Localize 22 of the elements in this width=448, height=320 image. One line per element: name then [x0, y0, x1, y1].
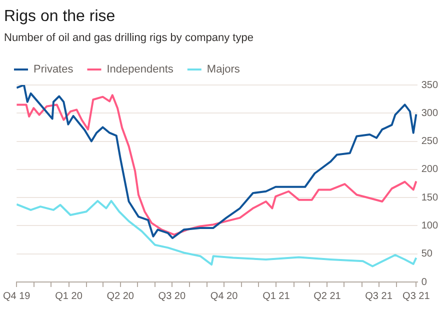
- x-tick-label: Q4 19: [2, 290, 31, 302]
- x-tick-label: Q3 21: [365, 290, 393, 302]
- x-tick-label: Q1 20: [55, 290, 83, 302]
- legend-label: Privates: [34, 64, 74, 76]
- y-tick-label: 0: [421, 276, 428, 288]
- chart-subtitle: Number of oil and gas drilling rigs by company type: [4, 32, 254, 44]
- y-tick-label: 300: [421, 108, 438, 119]
- y-tick-label: 200: [421, 164, 438, 176]
- chart-title: Rigs on the rise: [4, 8, 116, 26]
- y-tick-label: 50: [421, 248, 433, 260]
- x-tick-label: Q1 21: [262, 290, 290, 302]
- x-tick-label: Q3 20: [158, 290, 186, 302]
- y-tick-label: 100: [421, 220, 438, 232]
- x-tick-label: Q4 20: [210, 290, 238, 302]
- legend-label: Independents: [106, 64, 174, 76]
- x-tick-label: Q2 21: [314, 290, 342, 302]
- y-tick-label: 150: [421, 192, 438, 204]
- x-tick-label: Q2 20: [106, 290, 134, 302]
- y-tick-label: 250: [421, 136, 438, 148]
- x-tick-label: Q3 21: [402, 290, 430, 302]
- legend-label: Majors: [206, 64, 240, 76]
- y-tick-label: 350: [421, 80, 438, 91]
